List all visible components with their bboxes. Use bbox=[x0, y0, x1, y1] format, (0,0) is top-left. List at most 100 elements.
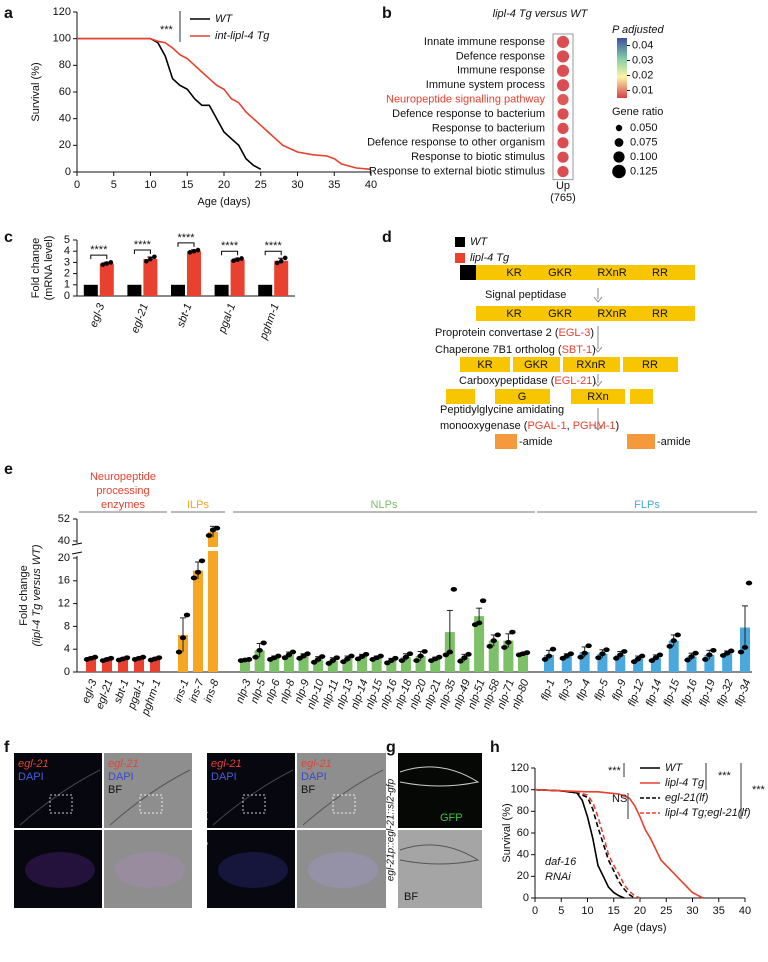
colorbar-tick-label: 0.01 bbox=[632, 84, 653, 96]
data-point bbox=[674, 632, 681, 638]
panel-letter: a bbox=[4, 5, 13, 22]
peptide-segment bbox=[460, 357, 510, 372]
size-legend-label: 0.125 bbox=[630, 165, 658, 177]
data-point bbox=[581, 650, 588, 656]
bar bbox=[544, 654, 554, 672]
data-point bbox=[285, 652, 293, 658]
dot bbox=[557, 151, 569, 163]
image-cell bbox=[297, 753, 386, 828]
data-point bbox=[648, 658, 656, 663]
y-tick-label: 100 bbox=[53, 33, 71, 45]
y-tick-label: 40 bbox=[59, 113, 71, 125]
data-point bbox=[421, 649, 428, 654]
data-point bbox=[621, 649, 628, 654]
bar bbox=[371, 657, 382, 672]
colorbar-tick-label: 0.04 bbox=[632, 39, 653, 51]
term-label: Response to external biotic stimulus bbox=[369, 166, 546, 178]
annotation: NS bbox=[612, 793, 627, 805]
size-legend-title: Gene ratio bbox=[612, 106, 663, 118]
x-tick-label: 35 bbox=[713, 905, 725, 917]
significance: **** bbox=[177, 232, 195, 244]
data-point bbox=[688, 654, 695, 660]
data-point bbox=[195, 247, 201, 253]
data-point bbox=[190, 575, 198, 581]
peptide-motif: G bbox=[518, 391, 527, 403]
y-axis-label: Survival (%) bbox=[501, 803, 513, 862]
peptide-segment bbox=[513, 357, 560, 372]
y-tick-label: 80 bbox=[59, 59, 71, 71]
bar bbox=[561, 656, 572, 672]
bar bbox=[298, 656, 309, 672]
legend-label: WT bbox=[215, 13, 233, 25]
step-label: Chaperone 7B1 ortholog (SBT-1) bbox=[435, 344, 596, 356]
data-point bbox=[494, 632, 501, 638]
image-cell bbox=[14, 753, 102, 828]
x-tick-label: 15 bbox=[608, 905, 620, 917]
peptide-motif: RR bbox=[652, 267, 668, 279]
dot bbox=[556, 64, 570, 77]
data-point bbox=[333, 655, 340, 661]
size-legend-label: 0.100 bbox=[630, 151, 658, 163]
y-tick-label: 4 bbox=[64, 643, 70, 655]
data-point bbox=[603, 647, 610, 653]
x-tick-label: 0 bbox=[532, 905, 538, 917]
step-text: Carboxypeptidase ( bbox=[459, 375, 555, 387]
data-point bbox=[289, 649, 297, 655]
chart-title: lipl-4 Tg versus WT bbox=[493, 8, 589, 20]
stain-label: egl-21 bbox=[211, 758, 242, 770]
data-point bbox=[670, 638, 677, 644]
step-text: Chaperone 7B1 ortholog ( bbox=[435, 344, 562, 356]
gfp-label: GFP bbox=[440, 812, 463, 824]
x-tick-label: 40 bbox=[365, 179, 377, 191]
worm-outline bbox=[399, 766, 480, 787]
stain bbox=[115, 852, 185, 888]
legend-swatch bbox=[455, 237, 465, 247]
y-tick-label: 16 bbox=[58, 575, 70, 587]
strain-label: egl-21p::egl-21::sl2-gfp bbox=[386, 778, 397, 881]
data-point bbox=[541, 657, 549, 662]
dot bbox=[556, 35, 570, 49]
y-tick-label: 12 bbox=[58, 598, 70, 610]
data-point bbox=[155, 655, 163, 661]
legend-label: egl-21(lf) bbox=[665, 792, 709, 804]
peptide-segment bbox=[571, 389, 625, 404]
peptide-motif: GKR bbox=[548, 308, 572, 320]
arrow-head bbox=[593, 296, 603, 303]
data-point bbox=[523, 650, 531, 656]
data-point bbox=[183, 612, 191, 618]
data-point bbox=[613, 655, 620, 661]
y-axis-label: Fold change bbox=[18, 565, 30, 626]
data-point bbox=[344, 656, 351, 662]
group-label: enzymes bbox=[101, 499, 146, 511]
survival-line bbox=[77, 37, 372, 171]
worm-outline bbox=[399, 844, 480, 865]
sig-bracket bbox=[177, 242, 195, 247]
data-point bbox=[630, 659, 638, 665]
bar bbox=[633, 658, 644, 672]
peptide-segment bbox=[630, 389, 653, 404]
legend-label: lipl-4 Tg bbox=[470, 252, 510, 264]
dapi-label: DAPI bbox=[18, 771, 44, 783]
y-tick-label: 120 bbox=[511, 762, 529, 774]
step-label: monooxygenase (PGAL-1, PGHM-1) bbox=[440, 420, 619, 432]
data-point bbox=[585, 643, 592, 649]
data-point bbox=[509, 629, 516, 635]
data-point bbox=[656, 652, 664, 658]
step-text: Proprotein convertase 2 ( bbox=[435, 327, 559, 339]
bar bbox=[102, 659, 112, 672]
data-point bbox=[577, 654, 584, 660]
dot bbox=[556, 50, 570, 63]
size-swatch bbox=[614, 138, 624, 147]
dot bbox=[557, 166, 569, 178]
image-cell bbox=[104, 753, 192, 828]
bar bbox=[342, 658, 353, 672]
panel-g: egl-21p::egl-21::sl2-gfp GFP BF bbox=[386, 753, 482, 908]
step-text: , bbox=[567, 420, 573, 432]
dapi-label: DAPI bbox=[211, 771, 237, 783]
stain-label: egl-21 bbox=[108, 758, 139, 770]
size-swatch bbox=[612, 164, 626, 179]
y-tick-label: 1 bbox=[64, 279, 70, 291]
x-tick-label: flp-34 bbox=[733, 678, 754, 708]
peptide-segment bbox=[460, 265, 476, 280]
bar bbox=[400, 657, 411, 672]
